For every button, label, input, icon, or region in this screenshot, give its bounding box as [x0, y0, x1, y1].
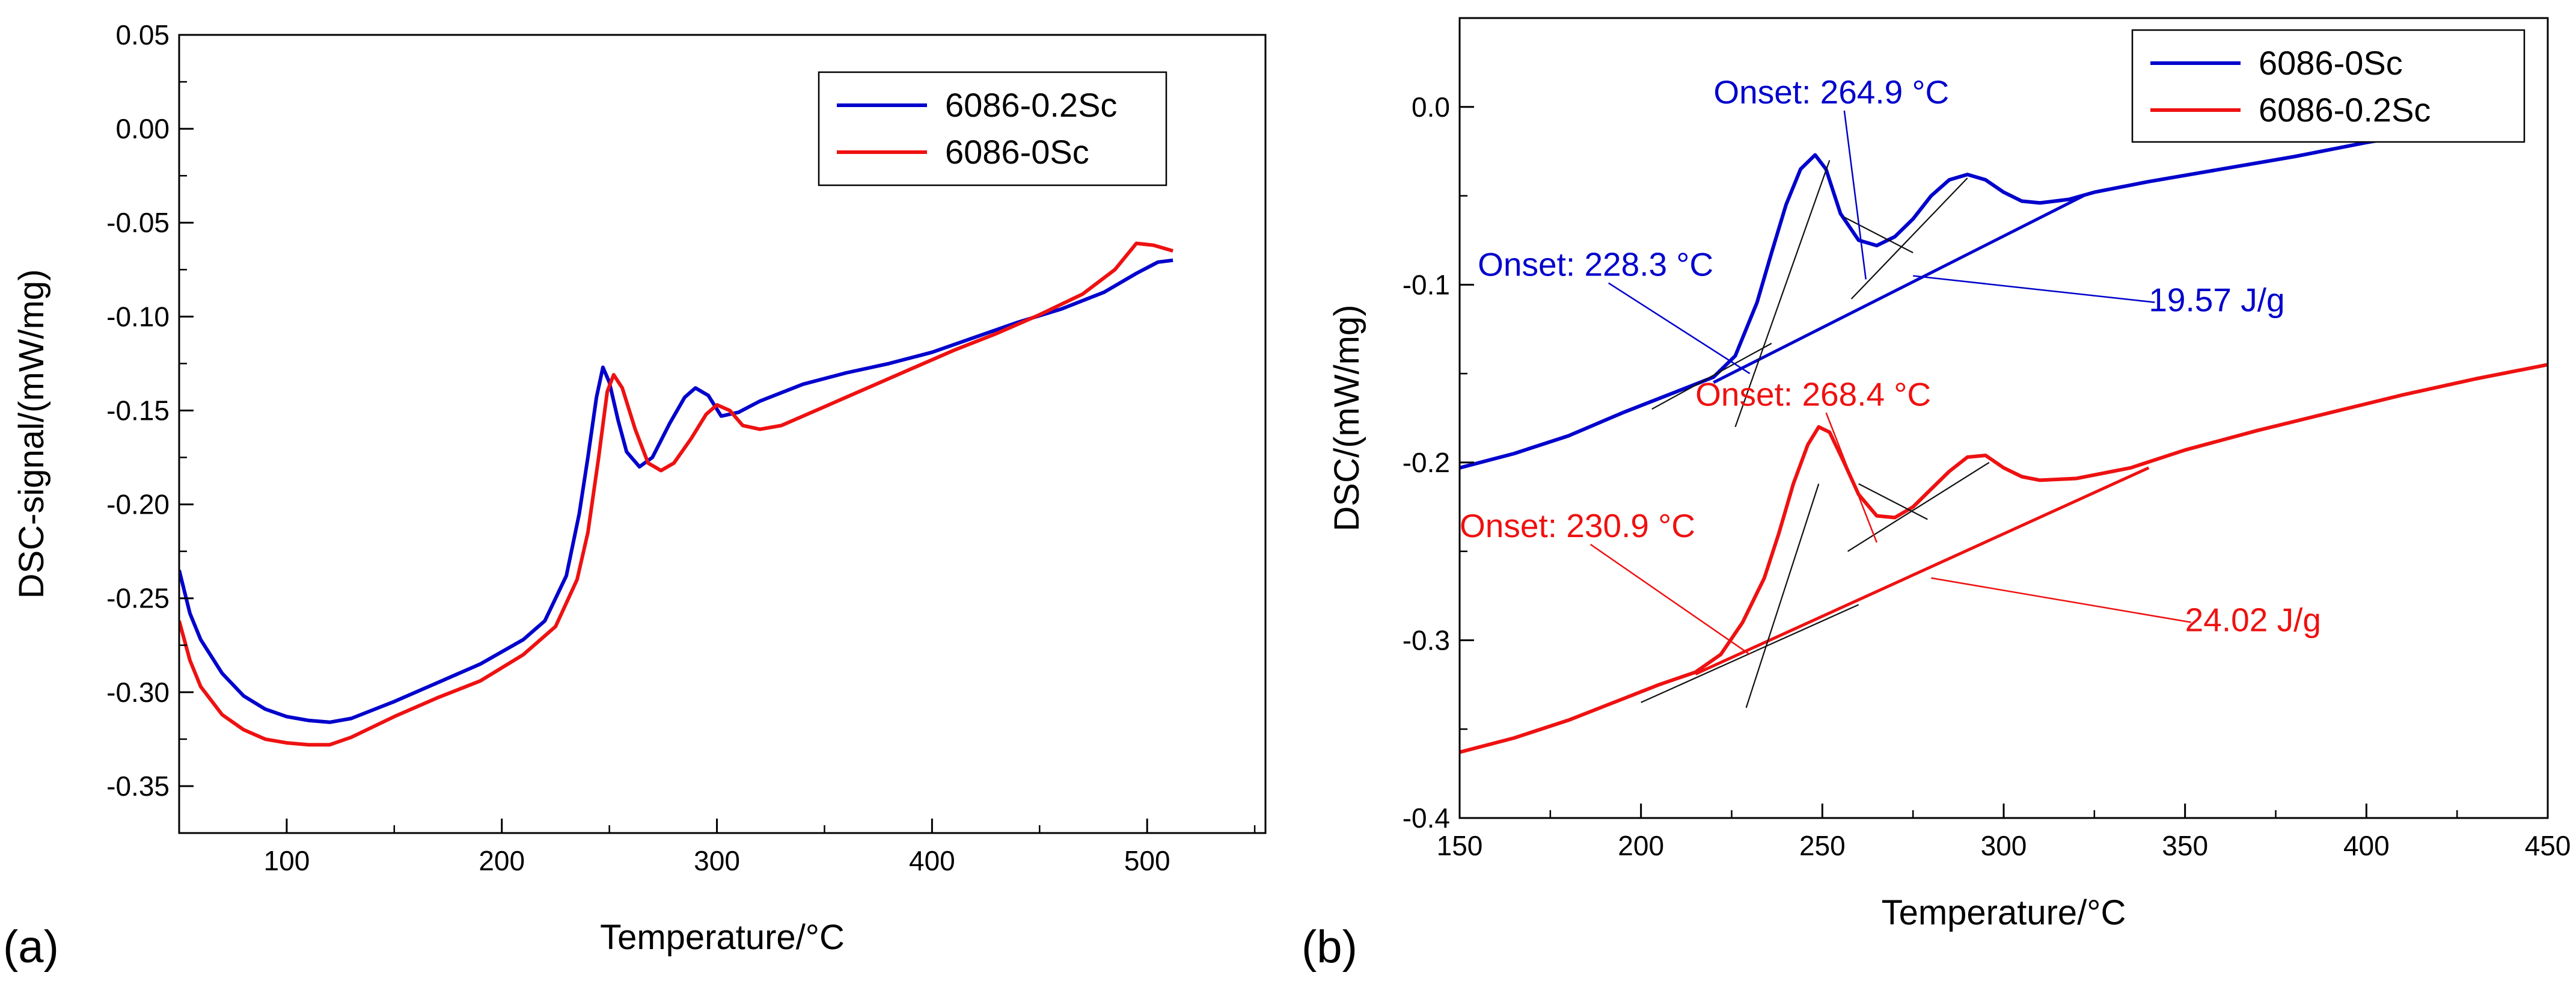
annotation-leader — [1825, 412, 1877, 543]
legend-box — [2131, 29, 2526, 143]
y-tick-label: -0.30 — [106, 677, 170, 708]
baseline-6086-0Sc — [1713, 194, 2084, 384]
y-tick-label: -0.20 — [106, 489, 170, 520]
x-tick-label: 300 — [1981, 830, 2027, 861]
tangent-line — [1734, 160, 1831, 428]
plot-frame — [178, 34, 1267, 834]
panel-label: (a) — [3, 921, 59, 973]
y-tick-label: -0.05 — [106, 207, 170, 238]
x-tick-label: 300 — [694, 845, 740, 876]
x-tick-label: 200 — [479, 845, 525, 876]
annotation-leader — [1913, 275, 2155, 303]
x-tick-label: 400 — [2343, 830, 2390, 861]
x-tick-label: 400 — [909, 845, 955, 876]
tangent-line — [1844, 217, 1914, 254]
legend-box — [818, 71, 1167, 186]
x-tick-label: 100 — [264, 845, 310, 876]
tangent-line — [1745, 484, 1820, 709]
legend-label: 6086-0.2Sc — [945, 86, 1117, 124]
y-tick-label: -0.3 — [1403, 624, 1450, 656]
y-tick-label: -0.25 — [106, 583, 170, 614]
tangent-line — [1651, 342, 1772, 410]
y-tick-label: 0.0 — [1412, 91, 1450, 123]
x-tick-label: 450 — [2525, 830, 2571, 861]
x-axis-title: Temperature/°C — [600, 918, 845, 957]
y-tick-label: -0.4 — [1403, 802, 1450, 834]
y-tick-label: -0.15 — [106, 395, 170, 426]
x-tick-label: 350 — [2162, 830, 2208, 861]
annotation-leader — [1589, 543, 1751, 656]
tangent-line — [1850, 177, 1968, 300]
series-line-6086-0.2Sc — [179, 258, 1173, 724]
annotation-leader — [1843, 110, 1867, 280]
series-line-6086-0Sc — [179, 241, 1173, 747]
annotation-label: Onset: 264.9 °C — [1713, 73, 1949, 111]
y-tick-label: 0.00 — [115, 113, 170, 144]
x-tick-label: 250 — [1799, 830, 1846, 861]
y-tick-label: -0.2 — [1403, 447, 1450, 478]
tangent-line — [1858, 483, 1928, 520]
chart-panel-a: 100 200 300 400 500 0.05 0.00 -0.05 -0.10 -0.15 -0… — [3, 19, 1267, 973]
panel-label: (b) — [1302, 921, 1357, 973]
chart-panel-b: Onset: 264.9 °C Onset: 228.3 °C 19.57 J/g O… — [1302, 17, 2571, 973]
x-tick-label: 200 — [1618, 830, 1664, 861]
annotation-leader — [1608, 282, 1751, 375]
annotation-leader — [1931, 577, 2191, 623]
series-line-6086-0.2Sc — [1460, 363, 2548, 754]
legend-label: 6086-0Sc — [945, 133, 1089, 171]
annotation-label: Onset: 230.9 °C — [1460, 507, 1695, 544]
legend: 6086-0Sc 6086-0.2Sc — [2131, 29, 2526, 143]
y-tick-label: -0.35 — [106, 770, 170, 802]
annotation-label: Onset: 228.3 °C — [1478, 246, 1713, 283]
x-tick-label: 150 — [1437, 830, 1483, 861]
legend-label: 6086-0Sc — [2259, 44, 2403, 82]
x-axis-title: Temperature/°C — [1882, 893, 2126, 932]
y-tick-label: -0.1 — [1403, 269, 1450, 300]
annotation-label: 24.02 J/g — [2185, 601, 2321, 639]
tangent-line — [1847, 461, 1990, 552]
y-axis-title: DSC-signal/(mW/mg) — [12, 269, 51, 599]
y-tick-label: -0.10 — [106, 301, 170, 332]
legend: 6086-0.2Sc 6086-0Sc — [818, 71, 1167, 186]
x-tick-label: 500 — [1124, 845, 1170, 876]
baseline-6086-0.2Sc — [1695, 466, 2150, 675]
y-axis-title: DSC/(mW/mg) — [1327, 305, 1366, 532]
annotation-label: 19.57 J/g — [2149, 281, 2284, 319]
legend-label: 6086-0.2Sc — [2259, 91, 2431, 129]
annotation-label: Onset: 268.4 °C — [1695, 375, 1931, 413]
y-tick-label: 0.05 — [115, 19, 170, 51]
